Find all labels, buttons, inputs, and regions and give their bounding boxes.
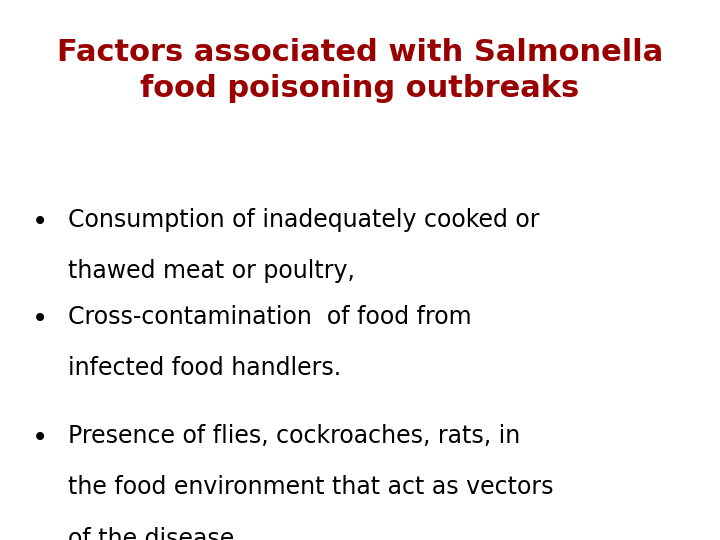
Text: of the disease.: of the disease. [68,526,242,540]
Text: Consumption of inadequately cooked or: Consumption of inadequately cooked or [68,208,540,232]
Text: Cross-contamination  of food from: Cross-contamination of food from [68,305,472,329]
Text: •: • [32,305,48,333]
Text: Presence of flies, cockroaches, rats, in: Presence of flies, cockroaches, rats, in [68,424,521,448]
Text: thawed meat or poultry,: thawed meat or poultry, [68,259,355,283]
Text: infected food handlers.: infected food handlers. [68,356,341,380]
Text: the food environment that act as vectors: the food environment that act as vectors [68,475,554,499]
Text: Factors associated with Salmonella
food poisoning outbreaks: Factors associated with Salmonella food … [57,38,663,103]
Text: •: • [32,208,48,236]
Text: •: • [32,424,48,452]
